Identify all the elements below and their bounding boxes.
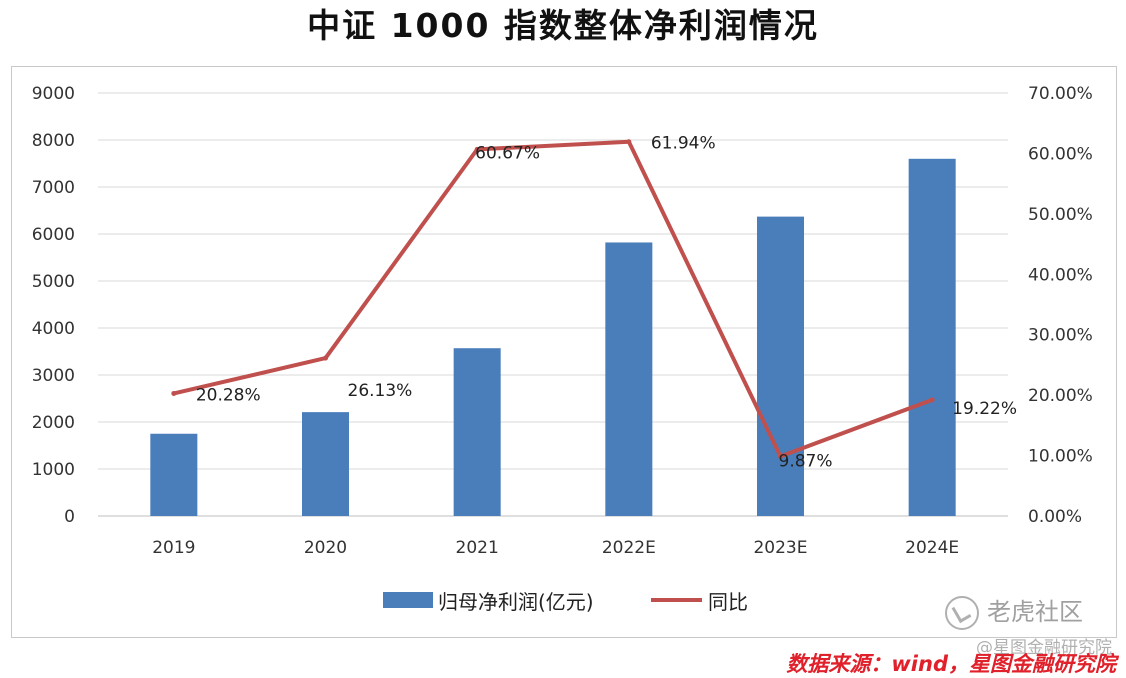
y-right-tick-label: 20.00% — [1028, 386, 1093, 406]
watermark-sub: @星图金融研究院 — [976, 638, 1112, 658]
y-left-tick-label: 2000 — [32, 413, 75, 433]
x-tick-label: 2024E — [905, 538, 959, 558]
legend-bar-swatch — [383, 592, 433, 608]
watermark-text: 老虎社区 — [987, 598, 1083, 626]
yoy-point — [626, 139, 632, 145]
yoy-point — [474, 146, 480, 152]
y-left-tick-label: 1000 — [32, 460, 75, 480]
yoy-point — [323, 355, 328, 361]
tiger-community-icon — [945, 596, 979, 630]
data-label: 26.13% — [348, 381, 413, 401]
yoy-point — [778, 453, 783, 459]
y-right-tick-label: 70.00% — [1028, 84, 1093, 104]
x-tick-label: 2020 — [304, 538, 347, 558]
y-right-tick-label: 40.00% — [1028, 265, 1093, 285]
y-left-tick-label: 3000 — [32, 366, 75, 386]
bar — [756, 216, 805, 517]
data-label: 19.22% — [952, 399, 1017, 419]
y-left-tick-label: 5000 — [32, 272, 75, 292]
data-source: 数据来源：wind，星图金融研究院 — [786, 652, 1116, 676]
y-right-tick-label: 30.00% — [1028, 326, 1093, 346]
chart-title: 中证 1000 指数整体净利润情况 — [307, 6, 819, 45]
x-tick-label: 2023E — [753, 538, 807, 558]
x-tick-label: 2021 — [456, 538, 499, 558]
y-left-tick-label: 8000 — [32, 131, 75, 151]
y-left-tick-label: 7000 — [32, 178, 75, 198]
watermark: 老虎社区 — [945, 592, 1083, 632]
x-tick-label: 2022E — [602, 538, 656, 558]
legend-line-label: 同比 — [708, 590, 748, 614]
y-left-tick-label: 9000 — [32, 84, 75, 104]
yoy-line — [171, 139, 935, 459]
bar — [453, 348, 501, 516]
y-right-tick-label: 10.00% — [1028, 447, 1093, 467]
data-label: 60.67% — [475, 143, 540, 163]
x-tick-label: 2019 — [152, 538, 195, 558]
y-left-tick-label: 6000 — [32, 225, 75, 245]
legend-bar-label: 归母净利润(亿元) — [438, 590, 594, 614]
y-right-tick-label: 60.00% — [1028, 144, 1093, 164]
y-right-tick-label: 50.00% — [1028, 205, 1093, 225]
data-label: 9.87% — [779, 451, 833, 471]
data-label: 20.28% — [196, 385, 261, 405]
y-right-tick-label: 0.00% — [1028, 507, 1082, 527]
bar — [908, 158, 956, 517]
yoy-point — [929, 397, 935, 403]
yoy-point — [171, 390, 177, 396]
bar — [301, 412, 350, 516]
bar — [605, 242, 653, 516]
bar — [150, 433, 198, 516]
y-left-tick-label: 0 — [64, 507, 75, 527]
data-label: 61.94% — [651, 134, 716, 154]
y-left-tick-label: 4000 — [32, 319, 75, 339]
